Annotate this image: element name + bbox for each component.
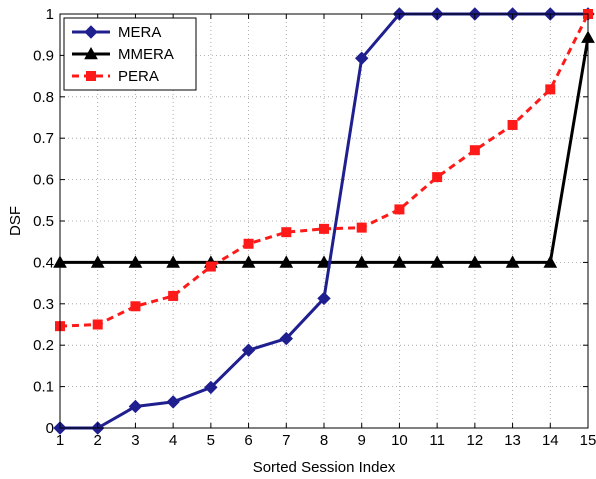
data-point-mmera — [430, 255, 444, 268]
data-point-mmera — [354, 255, 369, 268]
x-tick-label: 15 — [580, 432, 596, 449]
data-point-mmera — [505, 255, 520, 268]
data-point-mera — [241, 343, 256, 357]
y-axis-tick-labels: 0 0.1 0.2 0.3 0.4 0.5 0.6 0.7 0.8 0.9 1 — [33, 6, 54, 437]
data-point-pera — [281, 227, 292, 238]
legend-label-mmera: MMERA — [118, 46, 174, 63]
x-axis-tick-labels: 1 2 3 4 5 6 7 8 9 10 11 12 13 14 15 — [56, 432, 596, 449]
data-point-mmera — [279, 255, 294, 268]
x-tick-label: 3 — [131, 432, 139, 449]
y-tick-label: 0.8 — [33, 89, 54, 106]
legend-marker-mmera — [84, 46, 98, 60]
data-point-mmera — [90, 255, 105, 268]
data-point-pera — [319, 223, 329, 234]
y-tick-label: 0.4 — [33, 254, 54, 271]
y-tick-label: 0.7 — [33, 130, 54, 147]
y-tick-label: 1 — [46, 6, 54, 23]
y-tick-label: 0.2 — [33, 337, 54, 354]
data-point-pera — [130, 301, 141, 312]
data-point-mmera — [392, 255, 407, 268]
legend-marker-mera — [84, 25, 98, 39]
x-tick-label: 13 — [504, 432, 521, 449]
x-tick-label: 7 — [282, 432, 290, 449]
x-tick-label: 14 — [542, 432, 559, 449]
x-tick-label: 1 — [56, 432, 64, 449]
x-tick-label: 9 — [358, 432, 366, 449]
series-line-pera — [59, 13, 590, 328]
x-tick-label: 5 — [207, 432, 215, 449]
legend-label-pera: PERA — [118, 68, 159, 85]
y-tick-label: 0.6 — [33, 172, 54, 189]
data-point-pera — [243, 238, 254, 249]
data-point-mera — [279, 331, 293, 346]
data-point-mmera — [317, 255, 331, 268]
axis-ticks — [59, 13, 589, 429]
x-tick-label: 4 — [169, 432, 177, 449]
y-axis-title: DSF — [7, 206, 24, 236]
data-point-pera — [92, 319, 103, 330]
data-point-pera — [432, 172, 443, 183]
x-tick-label: 2 — [94, 432, 102, 449]
data-point-pera — [507, 119, 518, 130]
y-tick-label: 0.3 — [33, 296, 54, 313]
data-point-pera — [205, 261, 216, 272]
legend-marker-pera — [86, 71, 96, 81]
x-axis-title: Sorted Session Index — [253, 459, 396, 476]
data-point-mera — [166, 395, 180, 409]
data-point-pera — [356, 222, 367, 233]
x-tick-label: 11 — [429, 432, 445, 449]
data-point-pera — [469, 145, 480, 156]
data-point-mmera — [468, 255, 482, 268]
data-point-mmera — [166, 255, 180, 268]
y-tick-label: 0.5 — [33, 213, 54, 230]
x-tick-label: 8 — [320, 432, 328, 449]
data-point-mera — [128, 399, 143, 414]
data-point-mmera — [128, 255, 143, 268]
data-point-mera — [204, 380, 218, 395]
y-tick-label: 0.1 — [33, 379, 54, 396]
data-point-pera — [394, 204, 405, 215]
data-point-mmera — [543, 255, 558, 268]
data-point-pera — [545, 84, 556, 95]
y-tick-label: 0.9 — [33, 47, 54, 64]
x-tick-label: 10 — [391, 432, 408, 449]
x-tick-label: 12 — [467, 432, 484, 449]
data-point-mera — [355, 51, 369, 66]
data-point-pera — [168, 290, 179, 301]
y-tick-label: 0 — [46, 420, 54, 437]
data-point-mera — [317, 291, 331, 306]
data-point-mmera — [241, 255, 256, 268]
legend: MERA MMERA PERA — [63, 17, 197, 91]
x-tick-label: 6 — [244, 432, 252, 449]
legend-label-mera: MERA — [118, 24, 161, 41]
